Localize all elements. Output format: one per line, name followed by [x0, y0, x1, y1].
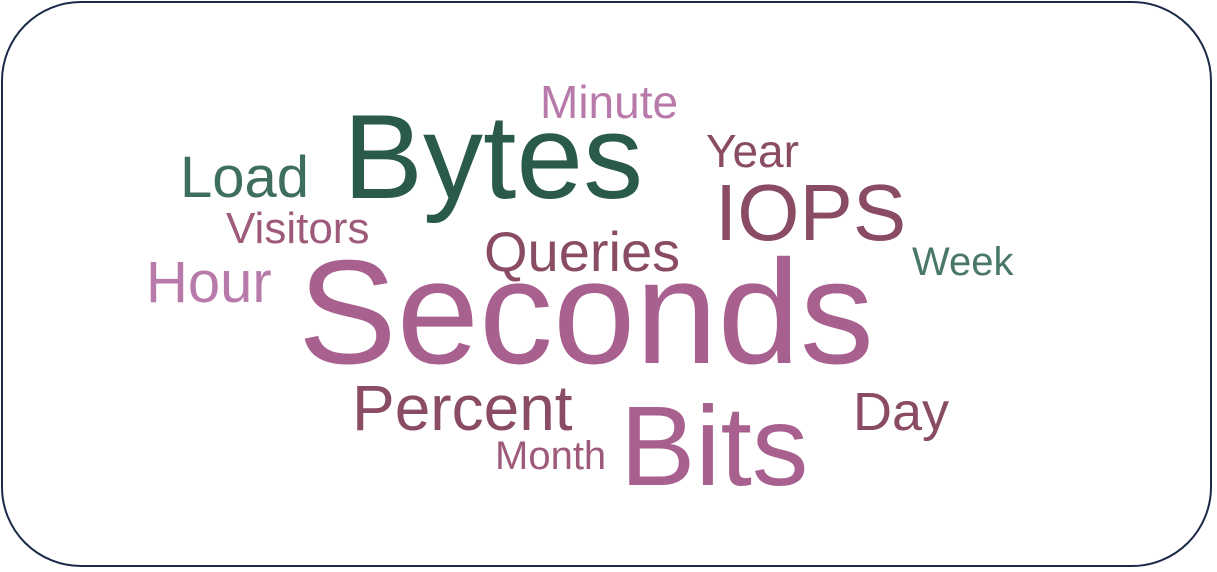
word-iops: IOPS	[715, 168, 906, 257]
word-visitors: Visitors	[226, 204, 369, 253]
word-hour: Hour	[146, 250, 272, 315]
word-percent: Percent	[352, 372, 573, 444]
word-bytes: Bytes	[343, 90, 643, 224]
word-month: Month	[495, 434, 606, 478]
word-bits: Bits	[620, 383, 808, 509]
word-year: Year	[706, 125, 799, 177]
word-week: Week	[912, 240, 1015, 284]
word-minute: Minute	[540, 76, 678, 128]
word-load: Load	[180, 145, 309, 210]
word-day: Day	[853, 382, 949, 442]
word-queries: Queries	[484, 220, 680, 283]
word-seconds: Seconds	[298, 230, 874, 395]
